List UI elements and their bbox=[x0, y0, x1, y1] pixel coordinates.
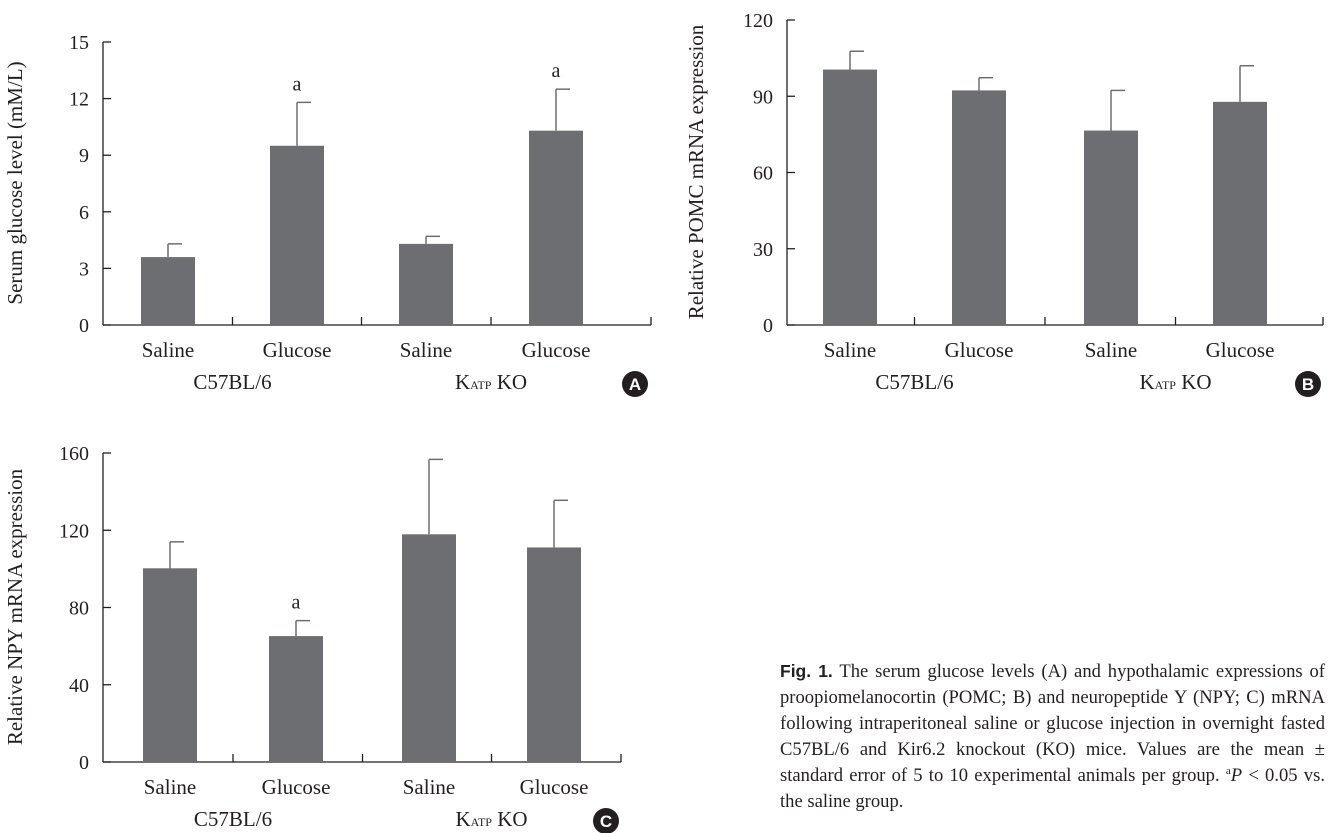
y-tick-label: 0 bbox=[763, 315, 773, 337]
caption-label: Fig. 1. bbox=[780, 661, 833, 681]
y-tick-label: 160 bbox=[59, 443, 89, 465]
chart-panel-c: 0 40 80 120 160 Saline a Glucose Saline Glucose C5… bbox=[3, 443, 622, 833]
panel-badge-label: A bbox=[629, 375, 641, 394]
y-tick-label: 60 bbox=[753, 163, 773, 185]
y-axis-label: Serum glucose level (mM/L) bbox=[3, 61, 27, 304]
x-category-label: Glucose bbox=[262, 775, 331, 799]
x-category-label: Glucose bbox=[522, 338, 591, 362]
bar bbox=[402, 534, 456, 762]
significance-mark: a bbox=[293, 73, 302, 95]
x-category-label: Glucose bbox=[1206, 338, 1275, 362]
y-tick-label: 9 bbox=[79, 145, 89, 167]
y-tick-label: 30 bbox=[753, 239, 773, 261]
y-tick-label: 6 bbox=[79, 202, 89, 224]
x-group-label: KATP KO bbox=[1139, 370, 1211, 394]
chart-panel-a: 0 3 6 9 12 15 Saline a Glucose Saline a Glucose C57B… bbox=[3, 32, 652, 397]
panel-badge-label: B bbox=[1302, 375, 1314, 394]
caption-p: P bbox=[1230, 765, 1243, 787]
caption-sup: a bbox=[1225, 765, 1231, 778]
bar bbox=[1213, 101, 1267, 325]
bar bbox=[141, 257, 195, 325]
x-category-label: Glucose bbox=[520, 775, 589, 799]
bar bbox=[952, 90, 1006, 325]
x-group-label: C57BL/6 bbox=[193, 370, 271, 394]
bar bbox=[269, 636, 323, 762]
y-tick-label: 3 bbox=[79, 258, 89, 280]
bar bbox=[527, 547, 581, 762]
figure-caption: Fig. 1. The serum glucose levels (A) and… bbox=[780, 658, 1325, 816]
y-tick-label: 0 bbox=[79, 315, 89, 337]
x-group-label: KATP KO bbox=[455, 370, 527, 394]
panel-badge-label: C bbox=[600, 812, 612, 831]
y-axis-label: Relative NPY mRNA expression bbox=[3, 468, 27, 745]
bar bbox=[823, 69, 877, 325]
x-category-label: Saline bbox=[403, 775, 456, 799]
caption-text-end: < 0.05 vs. the saline group. bbox=[780, 765, 1325, 813]
x-category-label: Saline bbox=[400, 338, 453, 362]
y-tick-label: 120 bbox=[59, 520, 89, 542]
y-tick-label: 40 bbox=[69, 675, 89, 697]
bar bbox=[529, 130, 583, 325]
panel-badge bbox=[593, 808, 619, 833]
x-group-label: C57BL/6 bbox=[194, 807, 272, 831]
x-category-label: Saline bbox=[824, 338, 877, 362]
panel-badge bbox=[1295, 371, 1321, 397]
x-category-label: Saline bbox=[1085, 338, 1138, 362]
significance-mark: a bbox=[292, 592, 301, 614]
x-group-label: KATP KO bbox=[455, 807, 527, 831]
y-tick-label: 80 bbox=[69, 598, 89, 620]
y-axis-label: Relative POMC mRNA expression bbox=[684, 24, 708, 319]
panel-badge bbox=[622, 371, 648, 397]
bar bbox=[143, 568, 197, 762]
x-category-label: Saline bbox=[142, 338, 195, 362]
y-tick-label: 15 bbox=[69, 32, 89, 54]
bar bbox=[399, 243, 453, 325]
caption-text: The serum glucose levels (A) and hypotha… bbox=[780, 661, 1325, 787]
x-category-label: Glucose bbox=[263, 338, 332, 362]
chart-panel-b: 0 30 60 90 120 Saline Glucose Saline Glucose C57B… bbox=[684, 10, 1324, 397]
bar bbox=[270, 145, 324, 325]
x-group-label: C57BL/6 bbox=[875, 370, 953, 394]
bar bbox=[1084, 130, 1138, 325]
x-category-label: Glucose bbox=[945, 338, 1014, 362]
y-tick-label: 12 bbox=[69, 89, 89, 111]
x-category-label: Saline bbox=[144, 775, 197, 799]
y-tick-label: 0 bbox=[79, 752, 89, 774]
y-tick-label: 90 bbox=[753, 86, 773, 108]
significance-mark: a bbox=[552, 60, 561, 82]
y-tick-label: 120 bbox=[743, 10, 773, 32]
